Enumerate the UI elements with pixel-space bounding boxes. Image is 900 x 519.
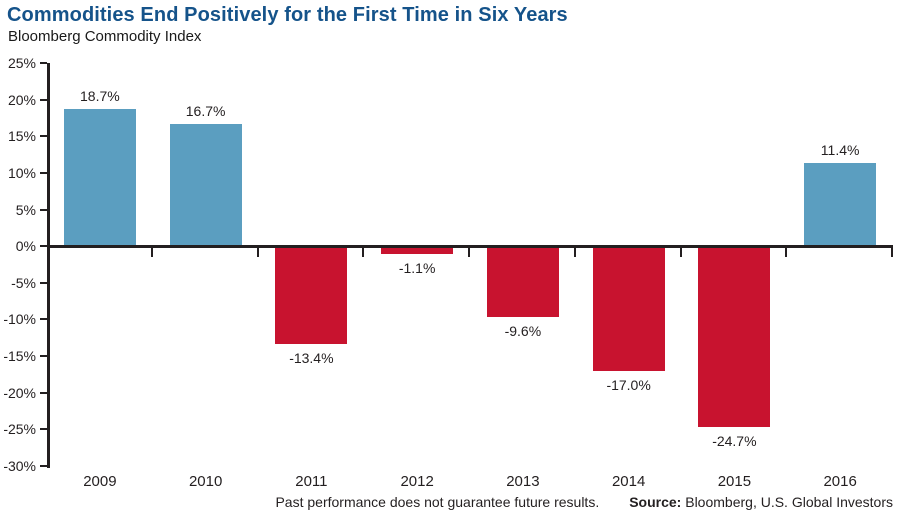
y-tick-label-0%: 0% [15, 238, 36, 255]
x-axis-label-2016: 2016 [823, 473, 857, 490]
chart-title: Commodities End Positively for the First… [7, 4, 568, 26]
bar-value-label-2015: -24.7% [712, 433, 757, 450]
bar-2009 [63, 109, 136, 247]
source-line: Source: Bloomberg, U.S. Global Investors [629, 494, 893, 510]
x-axis-label-2012: 2012 [400, 473, 434, 490]
bar-2014 [592, 246, 665, 371]
x-axis-label-2013: 2013 [506, 473, 540, 490]
y-tick-label--20%: -20% [3, 384, 36, 401]
bar-2015 [698, 246, 771, 428]
bar-2010 [169, 123, 242, 247]
x-axis-label-2011: 2011 [295, 473, 328, 490]
y-tick-0% [40, 245, 47, 248]
y-tick-10% [40, 171, 47, 174]
x-tick-1 [150, 248, 153, 258]
x-axis-label-2015: 2015 [717, 473, 752, 490]
y-tick-label--15%: -15% [3, 348, 36, 365]
y-tick--20% [40, 391, 47, 394]
bar-2011 [275, 246, 348, 345]
bar-2012 [381, 246, 454, 255]
x-axis-label-2010: 2010 [188, 473, 223, 490]
source-label: Source: [629, 494, 682, 510]
bar-value-label-2013: -9.6% [504, 322, 542, 339]
y-tick-label-20%: 20% [7, 91, 36, 108]
bar-value-label-2016: 11.4% [820, 141, 860, 158]
y-tick-25% [40, 62, 47, 64]
y-tick-20% [40, 98, 47, 101]
y-tick-label--10%: -10% [3, 311, 36, 328]
bar-value-label-2009: 18.7% [80, 88, 120, 105]
y-tick--30% [40, 465, 47, 467]
y-tick-label-25%: 25% [7, 55, 36, 71]
y-tick-label--25%: -25% [3, 421, 36, 438]
y-tick-label--30%: -30% [3, 458, 36, 474]
y-tick-label-10%: 10% [7, 164, 36, 181]
y-tick-label-15%: 15% [7, 128, 36, 145]
y-tick-label--5%: -5% [11, 274, 36, 291]
bar-value-label-2011: -13.4% [289, 350, 334, 367]
chart-footer: Past performance does not guarantee futu… [275, 494, 893, 510]
bar-value-label-2012: -1.1% [398, 260, 436, 277]
y-tick--10% [40, 318, 47, 321]
disclaimer-text: Past performance does not guarantee futu… [275, 494, 600, 510]
bar-value-label-2010: 16.7% [185, 102, 226, 119]
chart-subtitle: Bloomberg Commodity Index [8, 28, 202, 45]
y-axis-line [47, 63, 50, 468]
x-tick-5 [573, 248, 576, 258]
x-tick-3 [362, 248, 365, 258]
bar-2013 [486, 246, 559, 317]
y-tick--25% [40, 428, 47, 431]
bar-2016 [804, 162, 877, 247]
y-tick-label-5%: 5% [15, 201, 36, 218]
x-axis-label-2014: 2014 [611, 473, 646, 490]
x-tick-8 [891, 248, 893, 258]
x-tick-4 [468, 248, 470, 258]
y-tick-5% [40, 208, 47, 211]
x-tick-7 [785, 248, 788, 258]
y-tick-15% [40, 135, 47, 138]
y-tick--15% [40, 355, 47, 358]
zero-line [47, 245, 893, 249]
x-axis-label-2009: 2009 [83, 473, 117, 490]
x-tick-6 [679, 248, 682, 258]
bar-value-label-2014: -17.0% [606, 376, 651, 393]
source-text: Bloomberg, U.S. Global Investors [685, 494, 893, 510]
x-tick-2 [256, 248, 259, 258]
y-tick--5% [40, 281, 47, 284]
